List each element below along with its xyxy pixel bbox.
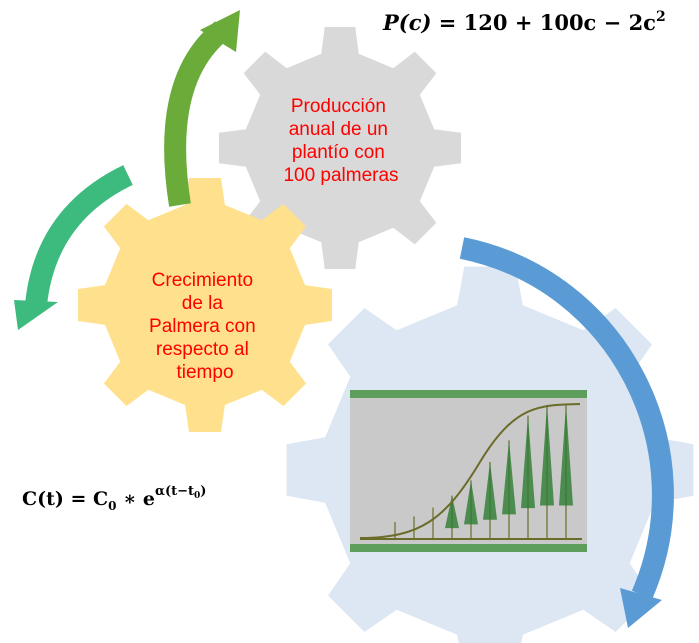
formula-exp: ) <box>200 484 206 499</box>
label-line: plantío con <box>292 142 385 163</box>
tree <box>502 440 516 515</box>
arrow-right <box>459 237 674 600</box>
tree <box>445 495 459 529</box>
label-line: 100 palmeras <box>283 165 398 186</box>
label-line: de la <box>182 293 224 314</box>
gear-left-label: Crecimiento de la Palmera con respecto a… <box>149 270 261 383</box>
image-bar <box>350 544 587 552</box>
arrow-left <box>25 165 133 307</box>
formula-part: ∗ e <box>117 488 155 510</box>
formula-exp-sub: 0 <box>194 491 200 501</box>
tree <box>464 480 478 525</box>
formula-exp: α(t−t <box>155 484 194 499</box>
tree <box>483 462 497 520</box>
gear-top-label: Producción anual de un plantío con 100 p… <box>283 96 398 186</box>
label-line: Palmera con <box>149 316 256 337</box>
growth-image <box>350 390 587 552</box>
formula-bottom: C(t) = C0 ∗ eα(t−t0) <box>22 484 206 513</box>
trees <box>394 405 573 539</box>
gear-left <box>78 178 332 432</box>
tree <box>559 405 573 506</box>
tree <box>540 405 554 506</box>
arrow-head <box>200 10 240 52</box>
formula-part: C(t) = C <box>22 488 108 510</box>
label-line: respecto al <box>156 339 249 360</box>
formula-part: = 120 + 100c − 2c <box>431 10 656 35</box>
image-bar <box>350 390 587 398</box>
tree <box>521 415 535 509</box>
formula-part: P(c) <box>382 10 431 35</box>
label-line: Producción <box>291 96 386 117</box>
formula-exponent: 2 <box>656 9 666 25</box>
sigmoid-curve <box>359 403 581 539</box>
label-line: anual de un <box>289 119 388 140</box>
arrow-top <box>164 21 230 207</box>
label-line: tiempo <box>176 362 233 383</box>
label-line: Crecimiento <box>152 270 253 291</box>
formula-top: P(c) = 120 + 100c − 2c2 <box>382 9 666 35</box>
formula-sub: 0 <box>108 499 116 513</box>
arrow-head <box>620 588 662 628</box>
arrow-head <box>14 300 58 330</box>
